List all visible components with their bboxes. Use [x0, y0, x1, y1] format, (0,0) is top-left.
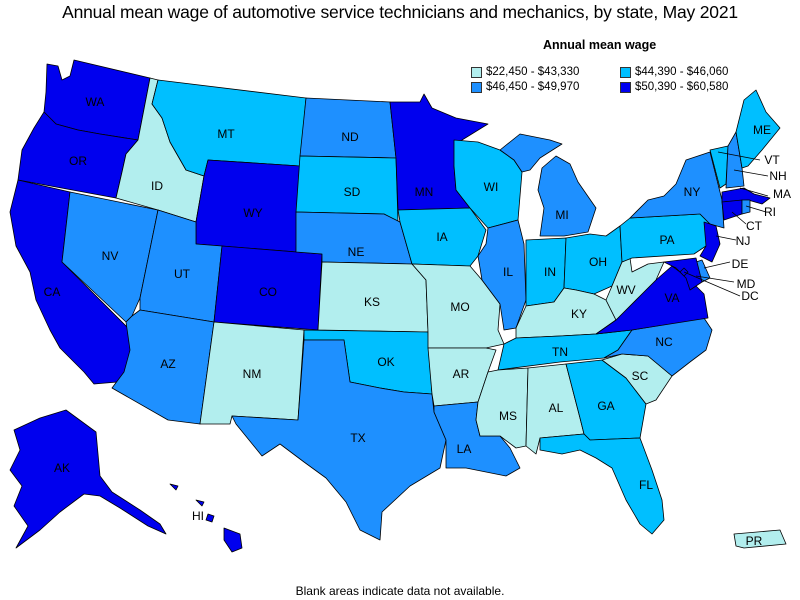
state-label-WI: WI: [484, 180, 499, 194]
state-label-AR: AR: [453, 367, 470, 381]
state-label-MA: MA: [773, 187, 791, 201]
legend-swatch-3: [471, 81, 482, 93]
state-label-OK: OK: [377, 355, 394, 369]
state-CA[interactable]: [9, 179, 151, 385]
state-label-FL: FL: [639, 478, 653, 492]
state-RI[interactable]: [741, 199, 751, 215]
legend-item-1: $22,450 - $43,330: [471, 66, 579, 78]
state-MI[interactable]: [499, 133, 597, 237]
state-label-PA: PA: [659, 233, 674, 247]
state-label-SC: SC: [632, 369, 649, 383]
state-label-KY: KY: [571, 307, 587, 321]
state-NJ[interactable]: [699, 221, 721, 263]
state-label-PR: PR: [746, 534, 763, 548]
state-label-VT: VT: [764, 153, 780, 167]
state-label-TX: TX: [350, 431, 365, 445]
state-label-WA: WA: [86, 95, 105, 109]
state-AK[interactable]: [9, 409, 167, 549]
footnote: Blank areas indicate data not available.: [295, 584, 505, 598]
state-label-ND: ND: [341, 130, 359, 144]
state-label-OH: OH: [589, 255, 607, 269]
state-label-DE: DE: [732, 257, 749, 271]
state-label-NV: NV: [102, 249, 119, 263]
state-label-KS: KS: [364, 295, 380, 309]
state-label-NY: NY: [684, 185, 701, 199]
state-label-IA: IA: [436, 230, 447, 244]
state-PR[interactable]: [733, 529, 787, 549]
state-label-AK: AK: [54, 461, 70, 475]
state-label-LA: LA: [457, 442, 472, 456]
state-label-DC: DC: [741, 289, 759, 303]
legend-swatch-1: [471, 66, 482, 78]
state-IL[interactable]: [477, 219, 527, 331]
state-label-TN: TN: [552, 345, 568, 359]
state-NH[interactable]: [725, 131, 745, 189]
state-label-IL: IL: [503, 265, 513, 279]
legend-title: Annual mean wage: [543, 38, 657, 52]
state-label-NC: NC: [655, 335, 673, 349]
legend-swatch-4: [620, 81, 631, 93]
state-label-OR: OR: [69, 154, 87, 168]
state-label-WY: WY: [243, 206, 262, 220]
state-label-MO: MO: [450, 300, 469, 314]
state-label-IN: IN: [544, 265, 556, 279]
map-title: Annual mean wage of automotive service t…: [62, 2, 738, 22]
state-label-CO: CO: [259, 285, 277, 299]
legend-item-2: $44,390 - $46,060: [620, 66, 728, 78]
state-label-AZ: AZ: [160, 357, 175, 371]
state-label-NJ: NJ: [736, 234, 751, 248]
legend-item-4: $50,390 - $60,580: [620, 81, 728, 93]
state-label-NE: NE: [348, 245, 365, 259]
state-label-GA: GA: [597, 399, 614, 413]
state-HI[interactable]: [169, 483, 243, 553]
state-label-RI: RI: [764, 205, 776, 219]
state-label-MN: MN: [415, 185, 434, 199]
state-label-VA: VA: [664, 291, 679, 305]
state-label-NM: NM: [243, 367, 262, 381]
state-label-AL: AL: [549, 401, 564, 415]
state-IA[interactable]: [397, 207, 487, 267]
state-TX[interactable]: [231, 339, 447, 541]
state-label-MS: MS: [499, 409, 517, 423]
state-label-MD: MD: [737, 277, 756, 291]
state-label-CT: CT: [746, 219, 763, 233]
state-label-UT: UT: [174, 267, 191, 281]
state-label-HI: HI: [192, 509, 204, 523]
state-FL[interactable]: [539, 433, 665, 535]
state-label-MI: MI: [555, 208, 568, 222]
state-ME[interactable]: [735, 89, 781, 169]
state-label-SD: SD: [344, 185, 361, 199]
legend-item-3: $46,450 - $49,970: [471, 81, 579, 93]
state-NM[interactable]: [199, 321, 305, 425]
state-label-ID: ID: [151, 179, 163, 193]
state-NC[interactable]: [603, 317, 713, 377]
legend-swatch-2: [620, 66, 631, 78]
state-WV[interactable]: [605, 257, 665, 321]
state-label-WV: WV: [616, 283, 635, 297]
state-CT[interactable]: [721, 199, 743, 221]
state-NY[interactable]: [629, 151, 725, 229]
state-label-ME: ME: [753, 123, 771, 137]
state-label-NH: NH: [769, 169, 786, 183]
state-label-MT: MT: [217, 127, 235, 141]
state-label-CA: CA: [44, 285, 61, 299]
state-ND[interactable]: [299, 97, 397, 159]
